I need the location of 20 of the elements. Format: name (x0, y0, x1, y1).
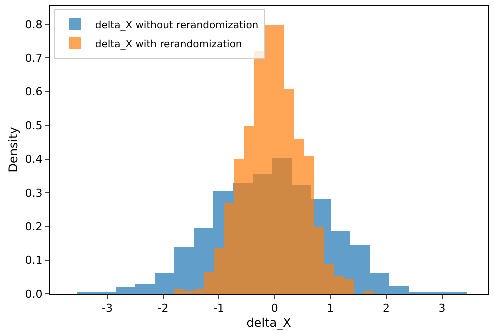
y-tick-label: 0.5 (25, 119, 43, 132)
x-tick-label: 2 (382, 302, 390, 316)
x-tick-label: -3 (102, 302, 113, 316)
y-tick-label: 0.3 (25, 186, 43, 200)
y-tick-label: 0.0 (25, 288, 43, 301)
y-tick-label: 0.2 (25, 220, 43, 234)
y-tick-label: 0.6 (25, 86, 43, 99)
x-axis-title: delta_X (246, 316, 292, 330)
y-tick-label: 0.1 (25, 254, 43, 268)
x-tick-label: 1 (327, 302, 334, 316)
y-tick-label: 0.7 (25, 52, 43, 66)
legend-label: delta_X with rerandomization (95, 39, 242, 50)
legend-label: delta_X without rerandomization (95, 20, 259, 32)
x-tick-label: -2 (158, 302, 169, 316)
x-tick-label: -1 (214, 302, 225, 316)
x-tick-label: 0 (271, 302, 278, 316)
y-tick-label: 0.8 (25, 18, 43, 32)
y-tick-label: 0.4 (25, 153, 43, 166)
y-axis-title: Density (6, 127, 21, 173)
x-tick-label: 3 (438, 302, 446, 316)
